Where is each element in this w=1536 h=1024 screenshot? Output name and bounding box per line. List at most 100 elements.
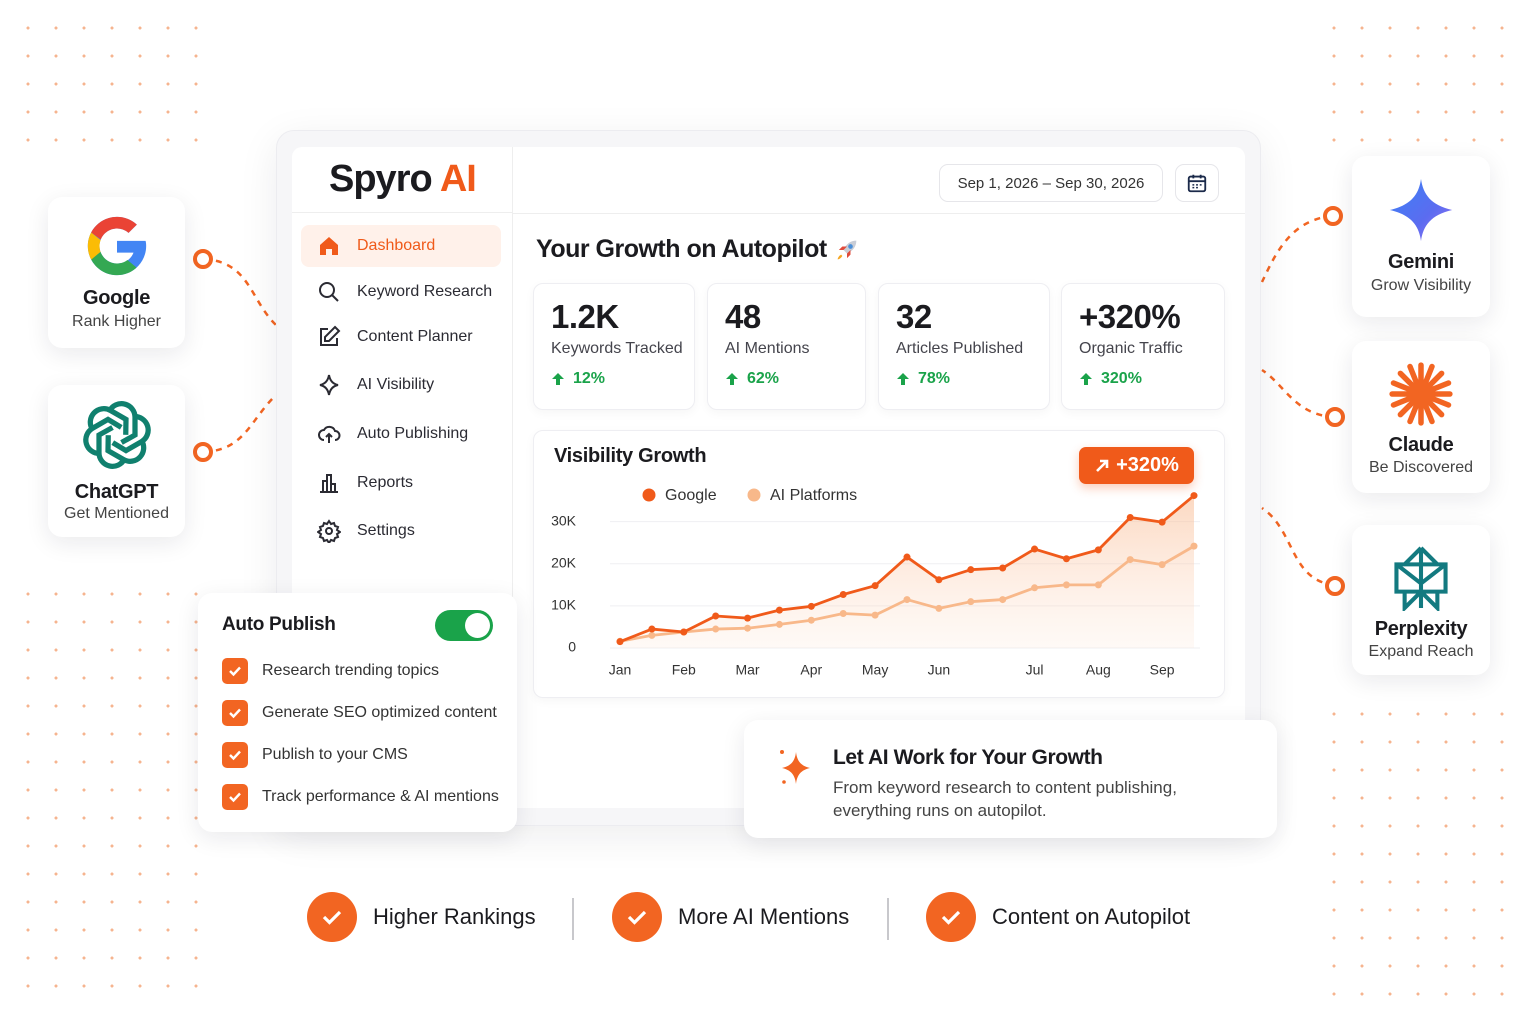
stat-change: 62% — [725, 370, 865, 388]
callout-title: Let AI Work for Your Growth — [833, 746, 1103, 769]
stat-value: 32 — [896, 298, 932, 335]
integration-name: Google — [82, 287, 151, 309]
integration-tagline: Be Discovered — [1368, 459, 1474, 476]
point — [1094, 581, 1102, 589]
x-tick-label: Mar — [735, 662, 759, 678]
point — [680, 628, 688, 636]
area — [620, 495, 1194, 648]
integration-name: Claude — [1388, 434, 1454, 456]
stat-label: Articles Published — [896, 340, 1024, 357]
integration-card: Gemini Grow Visibility — [1352, 156, 1490, 317]
dot-pattern — [1320, 700, 1520, 1010]
point — [775, 620, 783, 628]
brand: Spyro AI — [329, 158, 477, 201]
stat-card: 48 AI Mentions 62% — [707, 283, 866, 410]
nav-item[interactable]: Settings — [301, 510, 501, 552]
point — [935, 576, 943, 584]
stat-change-value: 320% — [1101, 370, 1142, 387]
item-text: Publish to your CMS — [262, 746, 408, 763]
callout-text: From keyword research to content publish… — [833, 778, 1177, 820]
nav-item[interactable]: AI Visibility — [301, 364, 501, 406]
integration-tagline: Rank Higher — [72, 313, 161, 330]
point — [648, 631, 656, 639]
badge-text: +320% — [1116, 454, 1179, 476]
benefit: More AI Mentions — [612, 892, 849, 942]
nav-item[interactable]: Keyword Research — [301, 271, 501, 313]
stat-card: 32 Articles Published 78% — [878, 283, 1050, 410]
x-tick-label: Jan — [609, 662, 632, 678]
point — [1062, 555, 1070, 563]
integration-name: Perplexity — [1374, 618, 1468, 640]
stat-value: +320% — [1079, 298, 1181, 335]
nav-label: Content Planner — [357, 328, 473, 345]
stat-change: 78% — [896, 370, 1049, 388]
point — [712, 612, 720, 620]
benefit-text: More AI Mentions — [678, 904, 850, 929]
point — [1126, 556, 1134, 564]
nav-item[interactable]: Content Planner — [301, 316, 501, 358]
point — [1062, 581, 1070, 589]
nav-item[interactable]: Auto Publishing — [301, 413, 501, 455]
point — [744, 614, 752, 622]
x-tick-label: May — [862, 662, 888, 678]
legend-marker — [642, 488, 656, 502]
toggle[interactable] — [435, 610, 493, 641]
integration-card: Google Rank Higher — [48, 197, 185, 348]
checklist-item: Generate SEO optimized content — [222, 700, 497, 726]
dot-pattern — [1320, 14, 1520, 144]
separator — [572, 898, 574, 940]
growth-badge: +320% — [1079, 447, 1194, 484]
item-text: Track performance & AI mentions — [262, 788, 499, 805]
chatgpt-logo — [82, 401, 151, 469]
x-tick-label: Jul — [1026, 662, 1044, 678]
sparkle-icon — [780, 750, 810, 784]
card-title: Auto Publish — [222, 614, 336, 635]
calendar-button[interactable] — [1175, 164, 1219, 202]
point — [903, 553, 911, 561]
google-logo — [87, 216, 146, 276]
point — [839, 609, 847, 617]
integration-card: ChatGPT Get Mentioned — [48, 385, 185, 537]
nav-item[interactable]: Reports — [301, 462, 501, 504]
integration-card: Perplexity Expand Reach — [1352, 525, 1490, 675]
dot-pattern — [14, 14, 204, 144]
page-heading: Your Growth on Autopilot — [536, 235, 861, 264]
nav-label: Dashboard — [357, 237, 436, 254]
point — [1190, 492, 1198, 500]
divider — [292, 212, 512, 213]
item-text: Generate SEO optimized content — [262, 704, 497, 721]
stat-card: +320% Organic Traffic 320% — [1061, 283, 1225, 410]
date-range[interactable]: Sep 1, 2026 – Sep 30, 2026 — [939, 164, 1163, 202]
checklist-item: Research trending topics — [222, 658, 439, 684]
integration-tagline: Get Mentioned — [64, 505, 169, 522]
integration-tagline: Expand Reach — [1368, 643, 1474, 660]
nav-item[interactable]: Dashboard — [301, 225, 501, 267]
divider — [512, 147, 513, 597]
nav-label: AI Visibility — [357, 376, 435, 393]
point — [616, 638, 624, 646]
rocket-icon — [837, 240, 857, 259]
point — [807, 616, 815, 624]
stat-change-value: 78% — [918, 370, 951, 387]
brand-accent: AI — [439, 158, 477, 200]
chart: 0 10K 20K 30K Jan Feb Mar Apr May Jun Jul Aug Sep Goo… — [551, 487, 1200, 678]
point — [935, 604, 943, 612]
integration-name: ChatGPT — [74, 481, 159, 503]
point — [1158, 518, 1166, 526]
brand-name: Spyro — [329, 158, 433, 200]
point — [999, 596, 1007, 604]
legend-marker — [747, 488, 761, 502]
x-tick-label: Aug — [1086, 662, 1111, 678]
point — [1094, 546, 1102, 554]
x-tick-label: Sep — [1150, 662, 1175, 678]
stat-change: 12% — [551, 370, 694, 388]
point — [967, 566, 975, 574]
point — [744, 624, 752, 632]
integration-tagline: Grow Visibility — [1370, 277, 1472, 294]
point — [839, 591, 847, 599]
y-tick-label: 30K — [551, 512, 577, 528]
gemini-logo — [1389, 178, 1453, 242]
benefit-text: Higher Rankings — [373, 904, 536, 929]
